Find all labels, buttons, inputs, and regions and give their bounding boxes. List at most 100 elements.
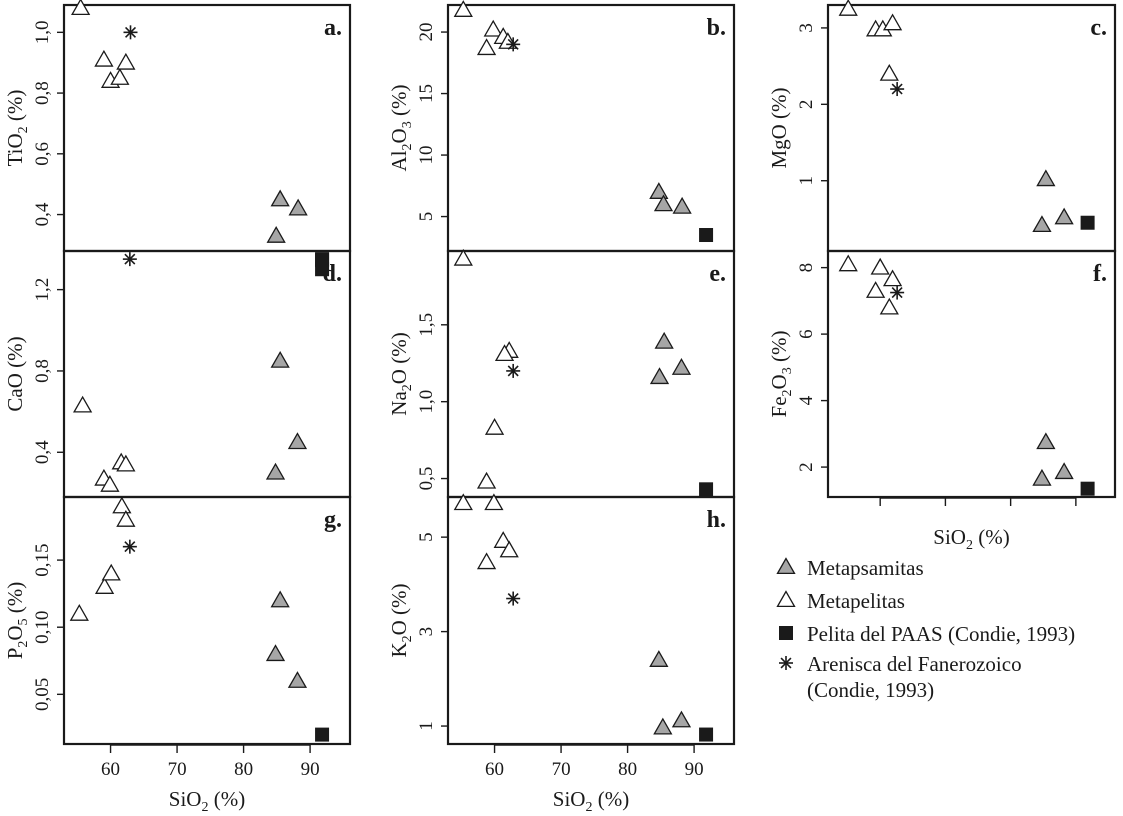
panel-letter: f. [1093,261,1107,287]
point-metapelitas [476,471,497,489]
panel-frame [62,495,352,746]
point-metapelitas [110,68,130,85]
point-metapelitas [476,552,497,570]
point-metapelitas [116,52,136,70]
y-tick-label: 1,0 [32,20,53,44]
point-fanerozoico [506,591,521,606]
y-axis-label: TiO2 (%) [3,90,31,167]
point-metapelitas [879,63,899,81]
y-axis-label: CaO (%) [3,336,27,411]
point-metapelitas [882,269,903,287]
panel-frame [826,249,1117,499]
point-metapelitas [100,474,120,492]
x-axis-label: SiO2 (%) [553,787,629,815]
y-tick-label: 0,8 [32,359,53,383]
point-paas [1080,481,1095,496]
panel-b: 5 10 15 20 Al2O3 (%) b. [387,0,736,253]
point-metapsamitas [671,358,692,375]
y-axis-label: K2O (%) [387,583,415,657]
y-tick-label: 0,15 [32,543,53,576]
point-metapelitas [116,510,136,527]
point-metapsamitas [265,462,286,480]
panel-d: 0,4 0,8 1,2 CaO (%) d. [3,249,352,499]
point-paas [699,727,714,742]
panel-frame [62,3,352,253]
x-tick-label: 60 [485,759,504,780]
y-tick-label: 4 [796,395,817,405]
legend-label-line2: (Condie, 1993) [807,678,934,702]
legend-label: Metapelitas [807,589,905,613]
panel-frame [446,3,736,253]
point-metapelitas [484,418,505,435]
point-fanerozoico [890,82,905,97]
point-metapsamitas [653,717,673,735]
y-tick-label: 0,10 [32,611,53,644]
legend-item-paas: Pelita del PAAS (Condie, 1993) [779,622,1075,646]
x-tick-label: 90 [301,759,320,780]
point-metapelitas [476,38,497,56]
point-metapelitas [493,531,513,548]
point-metapelitas [483,19,503,37]
point-metapelitas [499,540,519,558]
point-metapelitas [73,395,93,413]
y-tick-label: 15 [416,84,437,103]
point-metapelitas [94,577,115,594]
point-fanerozoico [890,285,905,300]
point-metapsamitas [288,198,308,216]
y-tick-label: 3 [416,627,437,637]
y-tick-label: 8 [796,263,817,273]
legend-marker-metapelitas [776,590,796,608]
point-metapsamitas [649,367,670,385]
panel-frame [446,495,736,746]
point-metapelitas [838,254,858,272]
point-metapelitas [484,493,504,511]
point-metapsamitas [672,196,692,214]
panel-letter: c. [1090,15,1107,41]
legend-label: Pelita del PAAS (Condie, 1993) [807,622,1075,646]
x-tick-label: 90 [685,759,704,780]
panel-h: 1 3 5 K2O (%) h. 60 70 80 90 SiO2 (%) [387,493,736,815]
panel-a: 0,4 0,6 0,8 1,0 TiO2 (%) a. [3,0,352,277]
legend-item-metapsamitas: Metapsamitas [776,556,924,580]
point-metapelitas [494,344,515,362]
y-tick-label: 1,2 [32,278,53,302]
point-metapelitas [879,297,899,315]
point-paas [315,252,330,267]
y-tick-label: 5 [416,212,437,222]
y-tick-label: 1,0 [416,390,437,414]
point-metapsamitas [287,432,308,450]
x-tick-label: 70 [168,759,187,780]
point-metapelitas [116,454,136,472]
point-metapsamitas [653,194,674,212]
point-metapelitas [453,493,473,511]
legend-marker-fanerozoico [779,656,793,670]
y-tick-label: 0,4 [32,202,53,226]
y-tick-label: 1,5 [416,313,437,337]
point-fanerozoico [506,37,521,52]
point-metapelitas [112,496,132,514]
panel-frame [826,3,1117,253]
point-metapsamitas [287,671,308,688]
point-paas [315,727,330,742]
panel-letter: e. [709,261,726,287]
point-metapelitas [94,49,114,67]
y-tick-label: 1 [796,176,817,186]
y-tick-label: 1 [416,721,437,731]
y-tick-label: 0,8 [32,81,53,105]
x-axis-label: SiO2 (%) [933,525,1009,553]
point-metapsamitas [270,590,290,608]
x-tick-label: 70 [552,759,571,780]
point-metapsamitas [1032,468,1052,486]
panel-letter: b. [707,15,726,41]
point-metapelitas [865,281,886,298]
legend-marker-metapsamitas [776,557,796,575]
y-tick-label: 6 [796,329,817,339]
legend: Metapsamitas Metapelitas Pelita del PAAS (… [776,556,1075,702]
point-metapelitas [71,0,91,16]
panel-letter: g. [324,507,342,533]
point-metapelitas [453,248,473,266]
point-metapelitas [882,13,903,31]
y-tick-label: 2 [796,462,817,472]
